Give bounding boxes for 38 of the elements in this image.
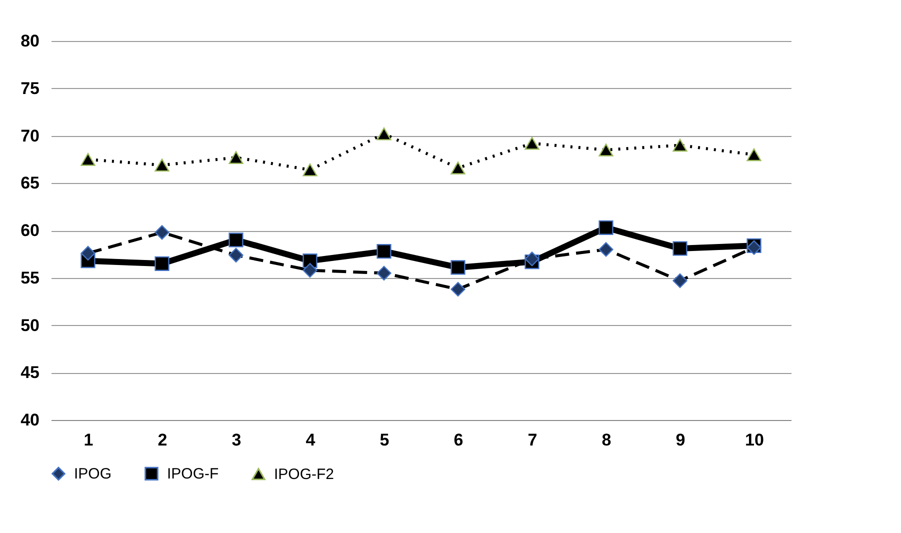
y-tick-label: 70: [20, 126, 40, 146]
point: [302, 163, 318, 176]
point: [80, 153, 96, 166]
point: [154, 158, 170, 172]
legend-label: IPOG-F: [167, 466, 219, 483]
y-tick-label: 75: [20, 78, 40, 98]
point: [598, 144, 614, 156]
point: [450, 162, 466, 174]
x-tick-label: 9: [676, 430, 686, 450]
x-tick-label: 3: [232, 430, 242, 450]
point: [746, 148, 762, 162]
y-tick-label: 55: [20, 268, 40, 288]
x-tick-label: 8: [602, 430, 612, 450]
point: [450, 260, 466, 275]
x-tick-label: 1: [84, 430, 94, 450]
legend-label: IPOG: [74, 466, 112, 483]
x-tick-label: 4: [306, 430, 316, 450]
y-tick-label: 80: [20, 32, 40, 50]
legend-label: IPOG-F2: [274, 466, 334, 484]
point: [598, 220, 614, 235]
x-tick-label: 6: [454, 430, 464, 450]
point: [376, 127, 392, 140]
x-tick-label: 5: [380, 430, 390, 450]
y-tick-label: 65: [20, 174, 40, 193]
point: [672, 138, 688, 152]
x-tick-label: 10: [745, 430, 764, 450]
point: [228, 232, 244, 248]
point: [376, 244, 392, 259]
point: [228, 151, 244, 164]
point: [524, 136, 540, 150]
y-tick-label: 40: [20, 410, 40, 430]
point: [154, 256, 170, 271]
x-tick-label: 2: [158, 430, 168, 450]
y-tick-label: 60: [20, 221, 40, 240]
y-tick-label: 50: [20, 316, 40, 335]
point: [672, 241, 688, 256]
y-tick-label: 45: [20, 363, 40, 382]
x-tick-label: 7: [528, 430, 538, 450]
